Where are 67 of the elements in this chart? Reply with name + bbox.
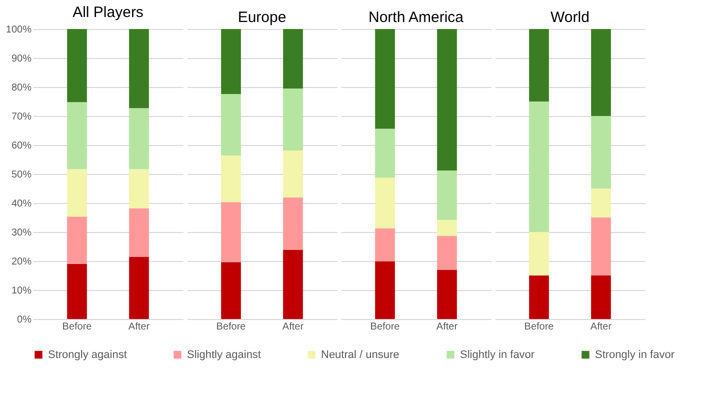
x-tick-label: Before	[370, 322, 400, 332]
bar	[67, 102, 87, 170]
bar	[221, 94, 241, 156]
bar	[437, 170, 457, 220]
x-tick-label: Before	[216, 322, 246, 332]
bar	[67, 264, 87, 319]
legend-label: Slightly in favor	[460, 348, 535, 361]
bar	[529, 102, 549, 232]
y-tick-label: 100%	[6, 24, 32, 36]
y-tick-label: 50%	[11, 170, 32, 180]
bar	[591, 116, 611, 188]
bar	[283, 150, 303, 198]
bar	[283, 29, 303, 88]
y-tick-label: 30%	[11, 228, 32, 238]
bar	[221, 155, 241, 202]
bar	[591, 188, 611, 218]
bar	[129, 256, 149, 319]
legend-label: Strongly against	[48, 348, 127, 361]
bar	[591, 29, 611, 116]
chart-title: Europe	[238, 9, 286, 26]
x-tick-label: Before	[524, 322, 554, 332]
y-tick-label: 0%	[17, 314, 32, 326]
bar	[67, 216, 87, 264]
bar	[221, 29, 241, 94]
x-tick-label: After	[590, 322, 612, 332]
bar	[129, 208, 149, 257]
bar	[129, 169, 149, 208]
bar	[67, 169, 87, 217]
bar	[591, 218, 611, 276]
bar	[375, 261, 395, 319]
bar	[221, 202, 241, 262]
bar	[437, 29, 457, 171]
x-tick-label: Before	[62, 322, 92, 332]
bar	[283, 250, 303, 319]
x-tick-label: After	[436, 322, 458, 332]
y-tick-label: 40%	[11, 198, 32, 210]
y-tick-label: 10%	[11, 286, 32, 296]
bar	[437, 220, 457, 236]
bar	[529, 29, 549, 102]
legend-label: Neutral / unsure	[321, 348, 400, 361]
bar	[375, 29, 395, 129]
x-tick-label: After	[282, 322, 304, 332]
chart-title: North America	[368, 9, 464, 26]
bar	[375, 228, 395, 262]
bar	[375, 178, 395, 228]
bar	[283, 197, 303, 250]
bar	[129, 108, 149, 170]
chart-title: All Players	[72, 4, 144, 21]
bar	[221, 262, 241, 319]
x-tick-label: After	[128, 322, 150, 332]
bar	[67, 29, 87, 102]
chart-title: World	[550, 9, 590, 26]
bar	[591, 276, 611, 319]
bar	[529, 232, 549, 276]
legend-label: Strongly in favor	[595, 348, 675, 361]
y-tick-label: 90%	[11, 54, 32, 64]
bar	[437, 270, 457, 319]
bar	[129, 29, 149, 108]
legend-label: Slightly against	[187, 348, 261, 361]
y-tick-label: 80%	[11, 82, 32, 94]
y-tick-label: 60%	[11, 140, 32, 152]
bar	[283, 88, 303, 151]
bar	[437, 236, 457, 270]
y-tick-label: 70%	[11, 112, 32, 122]
bar	[529, 276, 549, 319]
y-tick-label: 20%	[11, 256, 32, 268]
bar	[375, 128, 395, 178]
